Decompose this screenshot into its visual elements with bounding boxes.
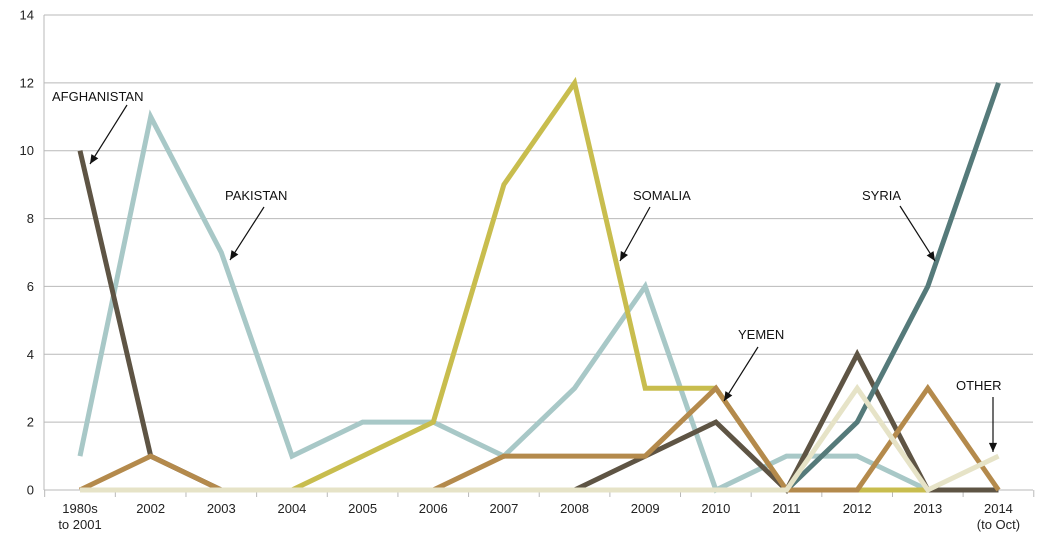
annotation-arrow-syria	[899, 205, 936, 262]
series-line-pakistan	[77, 109, 999, 494]
series-line-other	[80, 383, 1000, 494]
y-axis-tick-labels: 0 2 4 6 8 10 12 14	[20, 8, 34, 498]
x-tick-label: 2013	[913, 501, 942, 516]
x-tick-label: 2003	[207, 501, 236, 516]
gridlines	[43, 14, 1033, 491]
x-tick-label: 2005	[348, 501, 377, 516]
x-tick-label: 2014 (to Oct)	[977, 501, 1020, 532]
series-annotations: AFGHANISTAN PAKISTAN SOMALIA SYRIA YEMEN OTHE…	[52, 89, 1002, 452]
annotation-label-afghanistan: AFGHANISTAN	[52, 89, 144, 104]
annotation-arrowhead-afghanistan	[90, 154, 99, 164]
annotation-arrowhead-syria	[926, 251, 935, 261]
annotation-arrowhead-other	[988, 442, 998, 452]
y-tick-label: 10	[20, 143, 34, 158]
x-tick-label: 2008	[560, 501, 589, 516]
y-tick-label: 6	[27, 279, 34, 294]
annotation-arrowhead-pakistan	[230, 250, 239, 260]
x-tick-label: 2007	[489, 501, 518, 516]
x-tick-label: 2004	[277, 501, 306, 516]
annotation-label-other: OTHER	[956, 378, 1002, 393]
series-line-afghanistan	[77, 150, 999, 495]
x-tick-label: 2009	[631, 501, 660, 516]
y-tick-label: 0	[27, 483, 34, 498]
annotation-arrowhead-somalia	[620, 251, 628, 261]
y-tick-label: 12	[20, 75, 34, 90]
x-tick-label: 2010	[701, 501, 730, 516]
annotation-label-somalia: SOMALIA	[633, 188, 691, 203]
y-tick-label: 4	[27, 347, 34, 362]
series-lines	[77, 76, 1001, 495]
y-tick-label: 14	[20, 8, 34, 23]
x-axis-tick-labels: 1980s to 2001 2002 2003 2004 2005 2006 2007 2008…	[44, 490, 1035, 532]
annotation-arrow-yemen	[723, 346, 759, 402]
y-tick-label: 8	[27, 211, 34, 226]
annotation-label-yemen: YEMEN	[738, 327, 784, 342]
x-tick-label: 1980s to 2001	[58, 501, 101, 532]
annotation-arrowhead-yemen	[724, 391, 733, 401]
series-line-yemen	[78, 383, 1001, 493]
x-tick-label: 2012	[843, 501, 872, 516]
annotation-arrow-afghanistan	[89, 104, 128, 165]
y-tick-label: 2	[27, 415, 34, 430]
annotation-arrow-pakistan	[229, 206, 265, 261]
annotation-arrow-somalia	[619, 206, 651, 262]
annotation-label-syria: SYRIA	[862, 188, 901, 203]
x-tick-label: 2002	[136, 501, 165, 516]
annotation-label-pakistan: PAKISTAN	[225, 188, 287, 203]
x-tick-label: 2006	[419, 501, 448, 516]
x-tick-label: 2011	[773, 501, 801, 516]
